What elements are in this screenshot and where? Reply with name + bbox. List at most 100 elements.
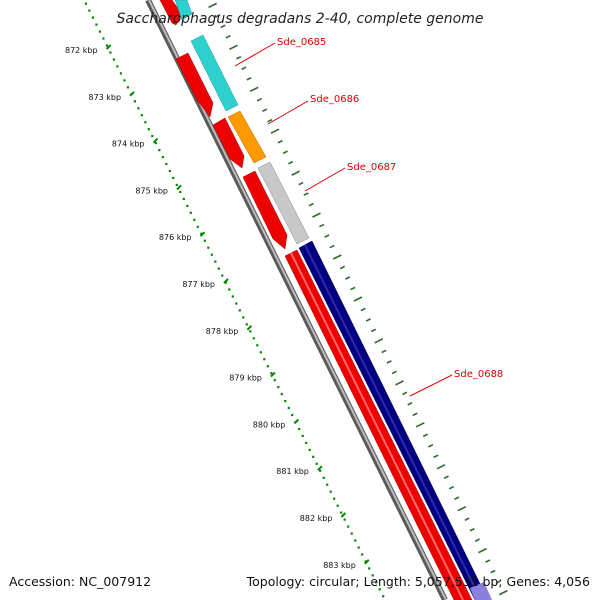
- cds-sde-0685[interactable]: [190, 34, 239, 112]
- ruler-dot: [252, 337, 255, 340]
- ruler-dot: [333, 497, 336, 500]
- ruler-dot: [119, 72, 122, 75]
- ruler-dot: [364, 560, 367, 563]
- ruler-dot: [196, 225, 199, 228]
- ruler-dot: [109, 51, 112, 54]
- cds-sde-0686[interactable]: [227, 110, 267, 164]
- ruler-dot: [263, 358, 266, 361]
- ruler-dot: [221, 274, 224, 277]
- ruler-dot: [91, 16, 94, 19]
- ruler-label: 879 kbp: [229, 374, 262, 383]
- ruler-dot: [126, 86, 129, 89]
- ruler-major-tick: [152, 137, 159, 144]
- ruler-dot: [158, 149, 161, 152]
- ruler-dot: [266, 365, 269, 368]
- ruler-dot: [270, 372, 273, 375]
- outer-tick: [474, 538, 480, 543]
- outer-tick: [395, 380, 404, 386]
- ruler-dot: [105, 44, 108, 47]
- label-sde-0686[interactable]: Sde_0686: [310, 94, 359, 105]
- ruler-dot: [140, 114, 143, 117]
- ruler-dot: [305, 441, 308, 444]
- outer-tick: [490, 569, 496, 574]
- cds-sde-0688[interactable]: [298, 240, 489, 600]
- cds-sde-0687[interactable]: [257, 161, 310, 245]
- ruler-dot: [242, 316, 245, 319]
- ruler-dot: [147, 128, 150, 131]
- ruler-dot: [168, 169, 171, 173]
- ruler-dot: [186, 204, 189, 207]
- outer-tick: [469, 527, 475, 532]
- outer-tick: [391, 370, 397, 375]
- ruler-dot: [144, 121, 147, 124]
- ruler-dot: [329, 490, 332, 493]
- ruler-major-tick: [340, 512, 347, 518]
- ruler-dot: [235, 302, 238, 305]
- outer-tick: [332, 254, 342, 260]
- outer-tick: [246, 76, 252, 81]
- outer-tick: [303, 192, 309, 196]
- ruler-dot: [245, 323, 248, 326]
- ruler-label: 882 kbp: [300, 514, 333, 523]
- outer-tick: [433, 454, 439, 459]
- cds-red-2[interactable]: [175, 52, 214, 118]
- ruler-dot: [284, 400, 287, 403]
- ruler-dot: [154, 142, 157, 145]
- cds-red-3[interactable]: [212, 117, 245, 169]
- ruler-dot: [319, 469, 322, 472]
- outer-tick: [370, 328, 377, 333]
- cds-red-5[interactable]: [284, 249, 473, 600]
- outer-tick: [386, 360, 392, 364]
- outer-tick: [215, 14, 221, 18]
- outer-tick: [350, 286, 356, 291]
- ruler-dot: [291, 413, 294, 417]
- ruler-major-tick: [364, 559, 370, 565]
- outer-tick: [436, 464, 446, 470]
- ruler-dot: [193, 218, 196, 221]
- outer-tick: [267, 118, 273, 123]
- ruler-dot: [207, 246, 210, 249]
- ruler-dot: [354, 539, 357, 542]
- ruler-dot: [210, 253, 213, 256]
- cds-next-purple[interactable]: [470, 582, 492, 600]
- outer-tick: [270, 128, 280, 134]
- ruler-dot: [256, 344, 259, 347]
- ruler-dot: [308, 448, 311, 451]
- outer-tick: [236, 55, 242, 60]
- label-sde-0685[interactable]: Sde_0685: [277, 37, 326, 48]
- gene-track: [174, 0, 492, 600]
- outer-tick: [360, 307, 366, 312]
- outer-tick: [448, 485, 455, 490]
- ruler-dot: [84, 2, 87, 5]
- ruler-dot: [322, 476, 325, 479]
- outer-tick: [345, 276, 351, 280]
- ruler-dot: [301, 434, 304, 437]
- ruler-label: 874 kbp: [112, 140, 145, 149]
- outer-tick: [443, 475, 449, 480]
- outer-tick: [319, 223, 325, 228]
- outer-tick: [353, 296, 363, 302]
- ruler-major-tick: [317, 465, 323, 471]
- outer-tick: [464, 517, 470, 522]
- label-sde-0688[interactable]: Sde_0688: [454, 369, 503, 380]
- ruler-dot: [340, 511, 343, 514]
- cds-red-1[interactable]: [159, 0, 183, 26]
- ruler-dot: [137, 107, 140, 110]
- outer-tick: [277, 139, 283, 144]
- outer-tick: [339, 265, 346, 270]
- outer-tick: [324, 234, 330, 238]
- cds-red-4[interactable]: [242, 170, 288, 250]
- ruler-dot: [326, 483, 329, 486]
- outer-tick: [287, 160, 294, 165]
- cds-sde-0685-upper[interactable]: [174, 0, 193, 21]
- ruler-dot: [350, 532, 353, 535]
- ruler-dot: [112, 58, 115, 61]
- ruler-dot: [95, 23, 98, 26]
- ruler-label: 872 kbp: [65, 46, 98, 55]
- ruler-dot: [357, 546, 360, 549]
- ruler-dot: [371, 574, 374, 577]
- outer-tick: [308, 202, 314, 207]
- ruler-dot: [315, 462, 318, 465]
- ruler-label: 878 kbp: [206, 327, 239, 336]
- label-sde-0687[interactable]: Sde_0687: [347, 162, 396, 173]
